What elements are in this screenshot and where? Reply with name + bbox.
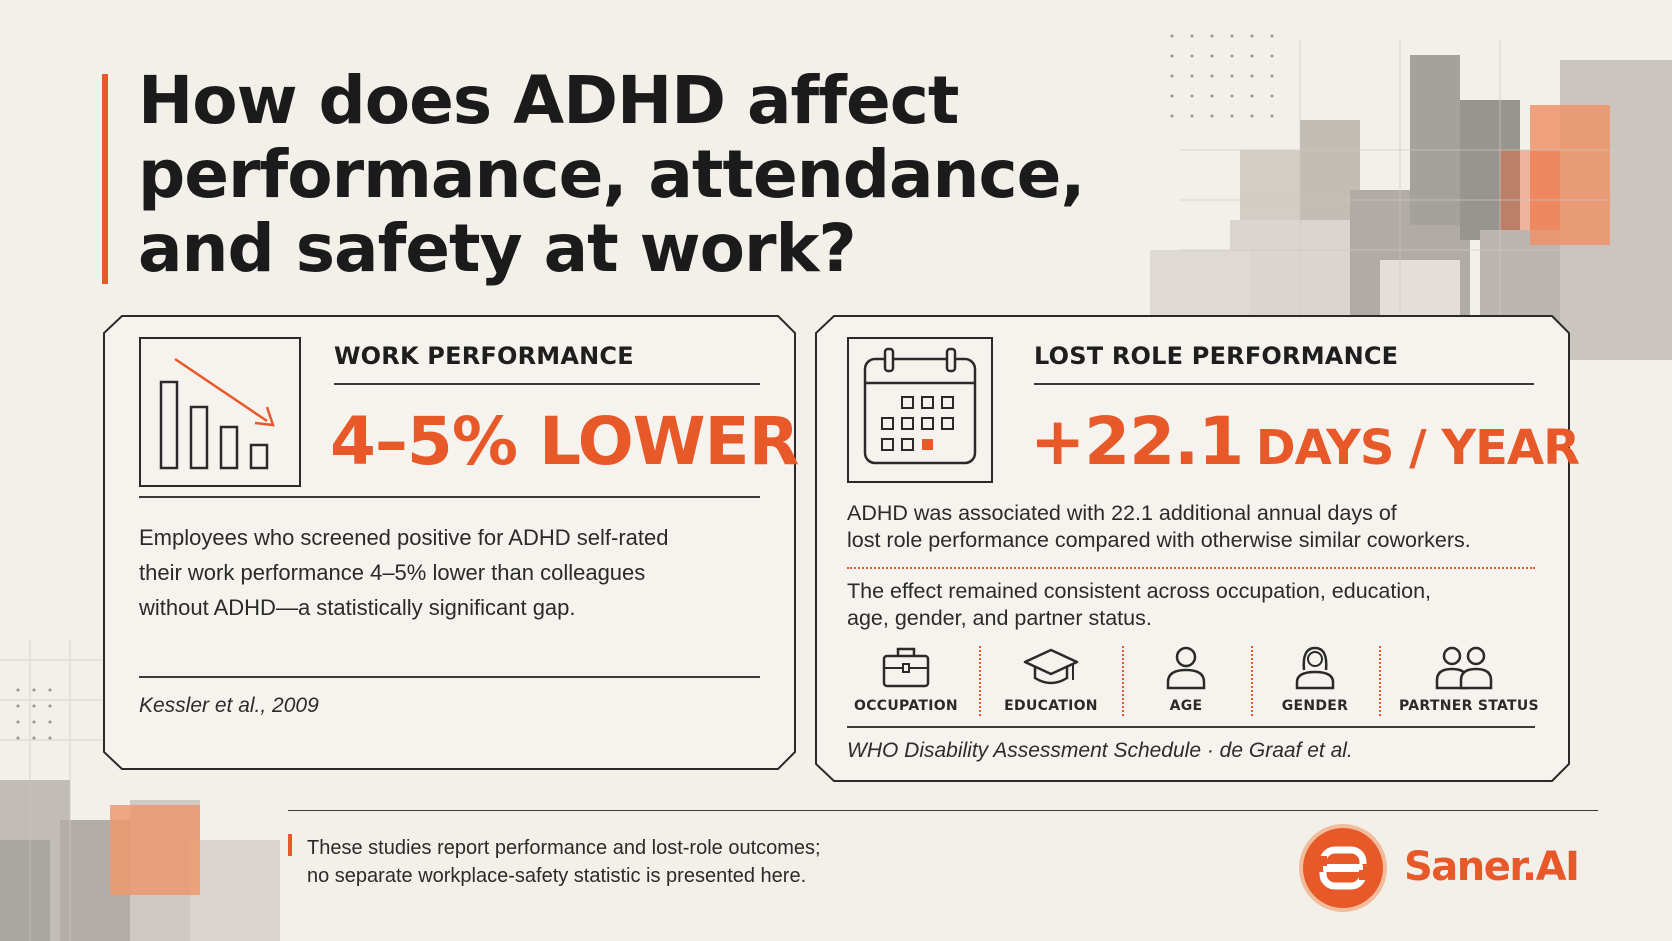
factor-gender: GENDER <box>1250 644 1380 714</box>
footer-note-line: no separate workplace-safety statistic i… <box>307 865 807 887</box>
footer-note-line: These studies report performance and los… <box>307 837 821 859</box>
footer-accent-bar <box>288 834 292 856</box>
graduation-cap-icon <box>1023 648 1079 685</box>
factor-divider <box>979 646 981 716</box>
title-line-3: and safety at work? <box>138 210 857 287</box>
factor-occupation: OCCUPATION <box>841 644 971 714</box>
factor-label: OCCUPATION <box>854 698 958 714</box>
declining-bar-chart-icon <box>139 337 301 487</box>
description-line: Employees who screened positive for ADHD… <box>139 525 669 550</box>
source-citation-left: Kessler et al., 2009 <box>139 694 319 717</box>
factor-partner-status: PARTNER STATUS <box>1399 644 1539 714</box>
stat-unit: DAYS / YEAR <box>1255 420 1580 476</box>
work-performance-description: Employees who screened positive for ADHD… <box>139 520 779 625</box>
description-line: lost role performance compared with othe… <box>847 528 1471 552</box>
heading-divider <box>1034 383 1534 385</box>
factor-label: GENDER <box>1281 698 1349 714</box>
dot-grid-top <box>1170 34 1274 118</box>
description-line: their work performance 4–5% lower than c… <box>139 560 646 585</box>
city-buildings-bottom-left <box>0 640 280 941</box>
stat-number: +22.1 <box>1030 403 1244 480</box>
person-icon <box>1166 646 1206 690</box>
city-buildings-top-right <box>1150 40 1672 360</box>
saner-logo-icon <box>1299 824 1387 912</box>
factor-label: EDUCATION <box>1004 698 1098 714</box>
factor-age: AGE <box>1121 644 1251 714</box>
card-heading-lost-role-performance: LOST ROLE PERFORMANCE <box>1034 342 1399 370</box>
dot-grid-left <box>16 688 52 740</box>
consistency-description: The effect remained consistent across oc… <box>847 578 1547 632</box>
stat-lost-role-performance: +22.1 DAYS / YEAR <box>1030 400 1580 501</box>
stat-divider <box>139 496 760 498</box>
factor-divider <box>1251 646 1253 716</box>
title-line-2: performance, attendance, <box>138 136 1086 213</box>
factor-divider <box>1379 646 1381 716</box>
source-citation-right: WHO Disability Assessment Schedule · de … <box>847 739 1353 762</box>
lost-role-description: ADHD was associated with 22.1 additional… <box>847 500 1547 554</box>
calendar-icon <box>847 337 993 483</box>
factor-label: PARTNER STATUS <box>1399 698 1539 714</box>
card-heading-work-performance: WORK PERFORMANCE <box>334 342 634 370</box>
heading-divider <box>334 383 760 385</box>
brand-name: Saner.AI <box>1404 844 1580 890</box>
factor-divider <box>1122 646 1124 716</box>
title-line-1: How does ADHD affect <box>138 62 959 139</box>
footer-note: These studies report performance and los… <box>307 834 821 890</box>
couple-icon <box>1435 646 1493 690</box>
factor-education: EDUCATION <box>986 644 1116 714</box>
source-divider <box>847 726 1535 728</box>
footer-divider <box>288 810 1598 811</box>
page-title: How does ADHD affect performance, attend… <box>138 64 1098 286</box>
factor-label: AGE <box>1169 698 1203 714</box>
description-line: age, gender, and partner status. <box>847 606 1152 630</box>
source-divider <box>139 676 760 678</box>
title-accent-bar <box>102 74 108 284</box>
woman-icon <box>1295 646 1335 690</box>
stat-work-performance: 4–5% LOWER <box>330 403 799 480</box>
description-line: without ADHD—a statistically significant… <box>139 595 576 620</box>
dotted-divider <box>847 567 1535 569</box>
description-line: The effect remained consistent across oc… <box>847 579 1432 603</box>
briefcase-icon <box>882 647 930 688</box>
description-line: ADHD was associated with 22.1 additional… <box>847 501 1397 525</box>
